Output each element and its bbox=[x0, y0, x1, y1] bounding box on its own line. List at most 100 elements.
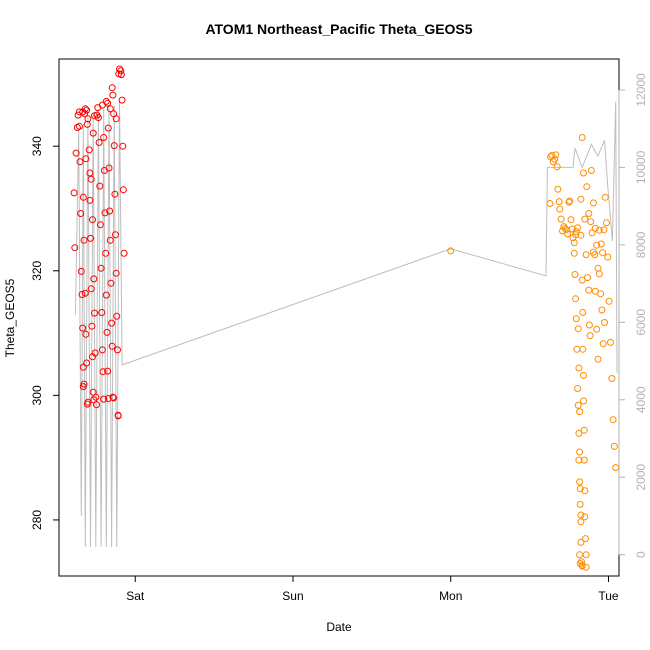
data-point bbox=[88, 322, 96, 330]
data-point bbox=[111, 190, 119, 198]
data-point bbox=[72, 149, 80, 157]
data-point bbox=[546, 200, 554, 207]
data-point bbox=[112, 115, 120, 123]
plot-frame bbox=[58, 58, 620, 577]
data-point bbox=[585, 286, 593, 294]
data-point bbox=[113, 312, 121, 320]
data-point bbox=[589, 199, 597, 207]
data-point bbox=[106, 105, 114, 113]
data-point bbox=[572, 295, 580, 303]
data-point bbox=[100, 395, 108, 403]
x-tick-label: Sat bbox=[126, 589, 145, 603]
data-point bbox=[572, 315, 580, 323]
altitude-line-layer bbox=[74, 101, 618, 548]
data-point bbox=[553, 163, 561, 171]
data-point bbox=[604, 253, 612, 261]
data-point bbox=[578, 134, 586, 141]
data-point bbox=[581, 513, 589, 521]
data-point bbox=[102, 291, 110, 299]
data-point bbox=[108, 342, 116, 350]
data-point bbox=[84, 398, 92, 406]
data-point bbox=[79, 324, 87, 332]
series-orange-layer bbox=[447, 134, 620, 571]
data-point bbox=[575, 456, 583, 464]
data-point bbox=[108, 84, 116, 92]
data-point bbox=[555, 198, 563, 206]
data-point bbox=[109, 91, 117, 99]
data-point bbox=[112, 269, 120, 277]
y2-tick-label: 8000 bbox=[634, 231, 648, 258]
data-point bbox=[554, 185, 562, 193]
data-point bbox=[118, 96, 126, 104]
chart-title: ATOM1 Northeast_Pacific Theta_GEOS5 bbox=[205, 21, 472, 37]
data-point bbox=[114, 411, 122, 419]
data-point bbox=[117, 71, 125, 79]
series-red-layer bbox=[70, 65, 128, 420]
x-tick-label: Sun bbox=[282, 589, 303, 603]
data-point bbox=[584, 274, 591, 282]
data-point bbox=[94, 114, 102, 122]
data-point bbox=[586, 332, 594, 340]
data-point bbox=[567, 216, 575, 224]
data-point bbox=[594, 355, 602, 363]
data-point bbox=[99, 368, 107, 376]
y-tick-label: 300 bbox=[30, 385, 44, 405]
data-point bbox=[91, 349, 99, 357]
data-point bbox=[119, 142, 127, 150]
data-point bbox=[577, 511, 585, 519]
data-point bbox=[83, 359, 91, 367]
data-point bbox=[114, 346, 121, 354]
y2-tick-label: 4000 bbox=[634, 386, 648, 413]
data-point bbox=[578, 558, 585, 566]
data-point bbox=[576, 560, 584, 567]
data-point bbox=[85, 146, 93, 154]
data-point bbox=[582, 251, 590, 259]
data-point bbox=[579, 309, 587, 316]
data-point bbox=[583, 183, 591, 191]
data-point bbox=[81, 110, 89, 118]
y-axis-right: 0 2000 4000 6000 8000 10000 12000 bbox=[618, 73, 648, 558]
data-point bbox=[84, 115, 92, 123]
data-point bbox=[93, 401, 100, 409]
data-point bbox=[101, 209, 109, 217]
data-point bbox=[585, 210, 593, 217]
data-point bbox=[612, 464, 620, 472]
data-point bbox=[600, 226, 608, 234]
data-point bbox=[577, 518, 585, 526]
data-point bbox=[71, 244, 79, 252]
data-point bbox=[571, 271, 579, 278]
data-point bbox=[564, 230, 572, 238]
data-point bbox=[76, 158, 84, 166]
data-point bbox=[580, 169, 587, 177]
data-point bbox=[609, 416, 617, 424]
data-point bbox=[81, 289, 89, 297]
data-point bbox=[610, 442, 618, 450]
data-point bbox=[91, 112, 98, 120]
data-point bbox=[81, 105, 89, 113]
data-point bbox=[575, 429, 583, 437]
data-point bbox=[594, 264, 602, 272]
y-axis-label: Theta_GEOS5 bbox=[3, 278, 17, 357]
data-point bbox=[89, 216, 96, 224]
altitude-line bbox=[74, 101, 618, 548]
data-point bbox=[573, 345, 581, 353]
data-point bbox=[104, 395, 112, 402]
data-point bbox=[120, 249, 128, 257]
data-point bbox=[601, 319, 608, 326]
data-point bbox=[110, 394, 118, 402]
data-point bbox=[74, 111, 82, 119]
data-point bbox=[593, 241, 601, 249]
data-point bbox=[556, 205, 564, 213]
data-point bbox=[92, 393, 100, 401]
data-point bbox=[80, 380, 88, 388]
data-point bbox=[86, 196, 94, 204]
data-point bbox=[79, 193, 87, 201]
x-tick-label: Mon bbox=[439, 589, 462, 603]
y-tick-label: 340 bbox=[30, 136, 44, 156]
data-point bbox=[82, 155, 90, 163]
data-point bbox=[576, 551, 584, 559]
data-point bbox=[77, 267, 85, 275]
data-point bbox=[574, 325, 582, 333]
data-point bbox=[75, 122, 83, 130]
